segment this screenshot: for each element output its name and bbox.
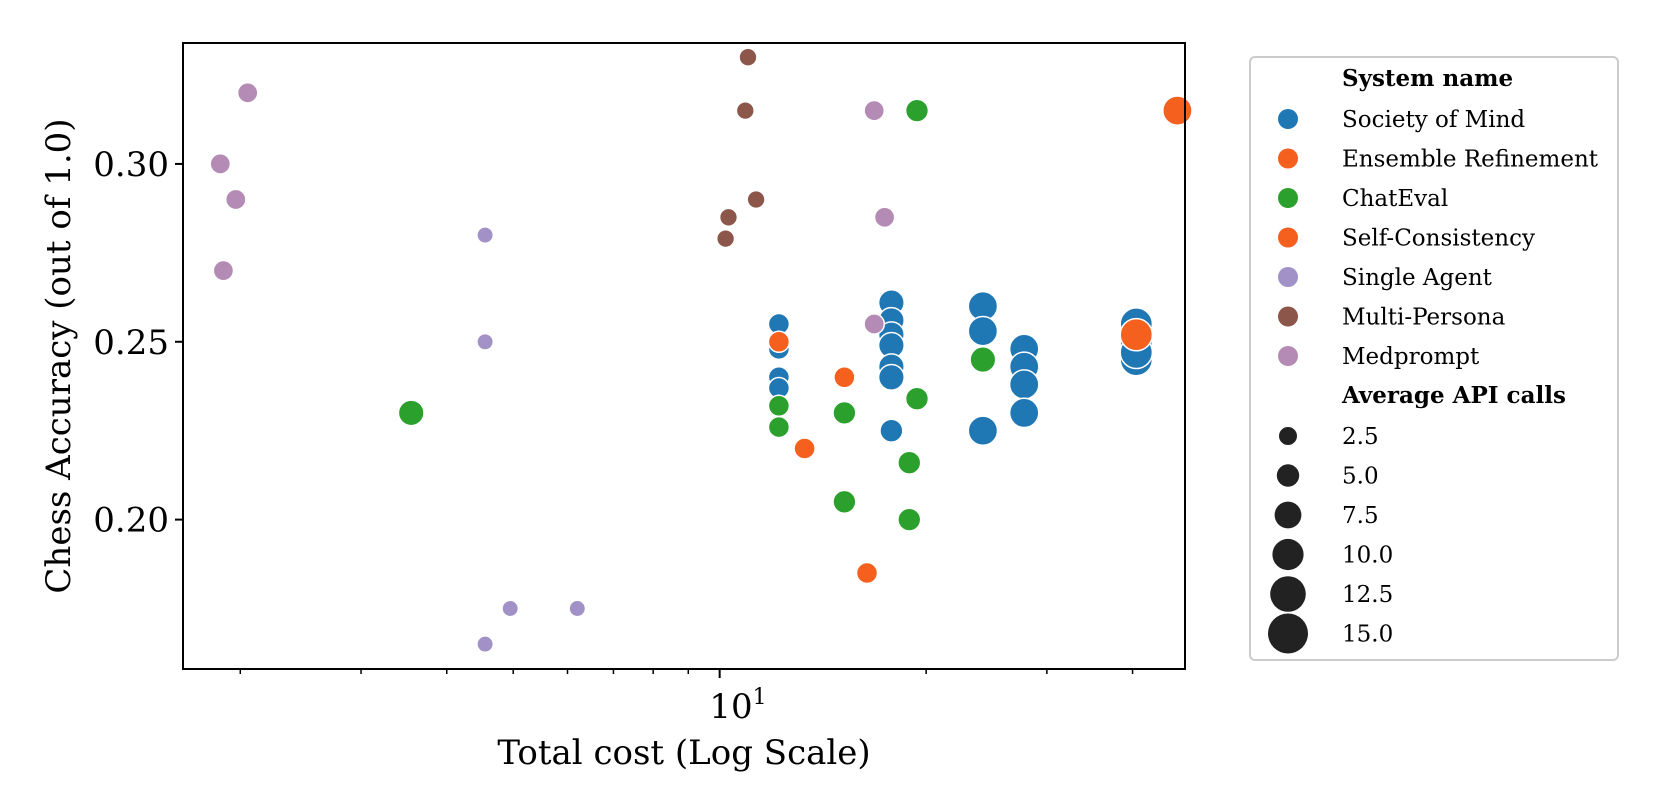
point-chateval [832, 400, 857, 426]
legend-marker [1278, 306, 1298, 327]
point-chateval [969, 346, 997, 374]
point-medprompt [209, 153, 232, 175]
point-single-agent [501, 599, 520, 618]
legend-label: Self-Consistency [1342, 226, 1535, 252]
point-self-consistency [793, 437, 816, 460]
legend-size-marker [1274, 501, 1302, 529]
point-society-of-mind [879, 418, 904, 443]
point-self-consistency [833, 366, 856, 389]
legend-size-marker [1270, 576, 1306, 612]
point-single-agent [476, 635, 495, 654]
point-chateval [397, 399, 425, 427]
legend-size-label: 10.0 [1342, 543, 1393, 569]
legend-marker [1278, 267, 1298, 287]
point-medprompt [863, 313, 886, 335]
legend-marker [1278, 109, 1298, 129]
point-medprompt [212, 259, 235, 282]
legend-marker [1278, 148, 1298, 169]
legend-size-label: 5.0 [1342, 464, 1379, 490]
legend-label: Ensemble Refinement [1342, 147, 1599, 173]
ticks-layer: 0.20 0.25 0.30 [93, 145, 1134, 678]
point-society-of-mind [967, 315, 999, 347]
point-society-of-mind [877, 363, 905, 391]
point-medprompt [873, 206, 896, 229]
legend-size-marker [1276, 464, 1300, 487]
point-ensemble-refinement [1119, 317, 1154, 352]
point-self-consistency [855, 561, 879, 585]
point-medprompt [236, 81, 259, 104]
point-chateval [767, 415, 791, 439]
legend-size-label: 15.0 [1342, 622, 1393, 648]
point-society-of-mind [1008, 397, 1040, 429]
point-society-of-mind [967, 415, 999, 447]
point-medprompt [224, 188, 247, 211]
y-axis-title: Chess Accuracy (out of 1.0) [39, 118, 79, 593]
x-major-tick-label: 101 [709, 685, 766, 727]
point-ensemble-refinement [1162, 95, 1193, 126]
point-single-agent [568, 599, 587, 618]
point-multi-persona [738, 47, 758, 67]
point-multi-persona [746, 189, 766, 210]
y-tick-label: 0.30 [93, 145, 169, 185]
point-chateval [904, 98, 930, 123]
point-chateval [897, 507, 922, 532]
y-tick-label: 0.20 [93, 501, 169, 541]
legend-size-label: 2.5 [1342, 424, 1379, 450]
legend-marker [1278, 346, 1298, 366]
legend-size-marker [1268, 613, 1308, 654]
point-multi-persona [715, 228, 736, 249]
legend-frame [1249, 56, 1619, 661]
legend-label: Society of Mind [1342, 107, 1525, 133]
point-medprompt [863, 99, 886, 122]
legend-hue-title: System name [1342, 65, 1513, 92]
legend-size-marker [1272, 538, 1304, 571]
legend-size-label: 7.5 [1342, 503, 1379, 529]
point-single-agent [476, 226, 495, 245]
point-ensemble-refinement [767, 330, 791, 354]
point-chateval [767, 394, 791, 418]
point-multi-persona [718, 207, 739, 227]
x-axis-title: Total cost (Log Scale) [497, 733, 870, 773]
points-layer [209, 47, 1193, 654]
legend-size-label: 12.5 [1342, 582, 1393, 608]
legend-label: Single Agent [1342, 265, 1493, 291]
legend-label: ChatEval [1342, 186, 1448, 212]
point-chateval [904, 386, 930, 411]
legend-marker [1278, 227, 1298, 248]
legend-size-title: Average API calls [1341, 382, 1566, 409]
point-chateval [832, 489, 857, 514]
point-single-agent [476, 332, 495, 351]
legend-label: Multi-Persona [1342, 305, 1506, 331]
point-chateval [897, 450, 922, 475]
legend-size-marker [1279, 427, 1297, 445]
legend-marker [1278, 188, 1298, 208]
plot-frame [182, 42, 1186, 670]
point-multi-persona [735, 100, 755, 121]
legend-label: Medprompt [1342, 344, 1480, 370]
legend: System name Society of Mind Ensemble Refi… [1249, 56, 1619, 661]
y-tick-label: 0.25 [93, 323, 169, 363]
point-society-of-mind [1008, 369, 1040, 400]
